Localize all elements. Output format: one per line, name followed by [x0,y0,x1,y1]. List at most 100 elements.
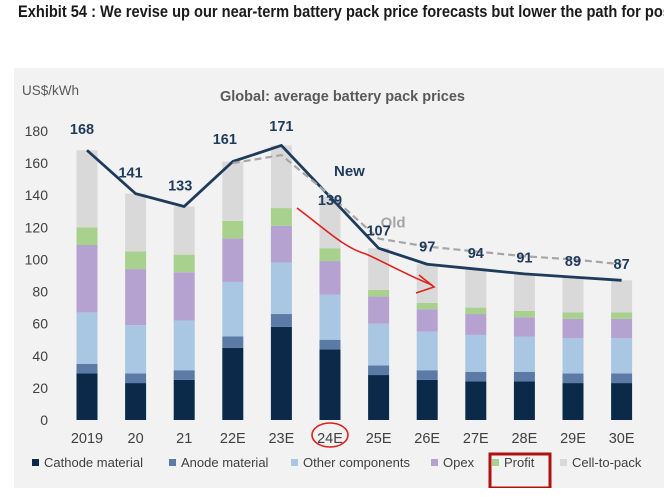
bar-segment-opex [368,296,390,324]
red-arrow-head [415,274,436,294]
legend-label: Opex [443,455,475,470]
chart-panel: US$/kWh Global: average battery pack pri… [14,68,664,488]
data-label: 161 [213,132,237,148]
bar-segment-other-components [319,294,341,340]
bar-segment-cathode-material [76,373,98,420]
bar-segment-profit [416,302,438,310]
y-tick-label: 80 [32,284,48,300]
legend-label: Other components [303,455,410,470]
bar-segment-profit [611,312,633,319]
bar-segment-other-components [125,325,147,374]
chart-title: Global: average battery pack prices [220,89,465,105]
bar-segment-other-components [76,312,98,364]
bar-segment-anode-material [125,373,147,384]
line-new [86,144,622,282]
legend-swatch [169,459,176,466]
bar-segment-opex [173,272,195,321]
source-strip [18,488,664,497]
handwritten-markup [296,207,552,488]
legend-label: Cathode material [44,455,143,470]
x-tick-label: 24E [317,431,343,447]
bar-segment-other-components [222,281,244,337]
y-tick-label: 100 [25,251,49,267]
bar-segment-anode-material [465,371,487,382]
data-label: 87 [614,257,630,273]
legend: Cathode material Anode material Other comp… [32,455,642,470]
bar-segment-other-components [562,338,584,374]
bar-segment-profit [222,220,244,239]
bar-segment-cathode-material [416,379,438,420]
bar-segment-anode-material [513,371,535,382]
data-label: 139 [318,193,342,209]
bar-segment-profit [562,312,584,319]
x-tick-label: 2019 [71,431,103,447]
bar-segment-cell-to-pack [125,193,147,252]
bar-segment-cathode-material [173,379,195,420]
bar-segment-opex [513,317,535,337]
bar-segment-cell-to-pack [270,145,292,209]
y-tick-label: 20 [32,380,48,396]
bar-segment-anode-material [173,370,195,380]
x-tick-label: 23E [268,431,294,447]
bar-segment-opex [611,318,633,339]
y-axis: 0 20 40 60 80 100 120 140 160 180 [25,123,49,428]
bar-segment-opex [319,261,341,295]
data-label: 107 [366,223,390,239]
bar-segment-cathode-material [513,381,535,420]
bar-segment-profit [368,289,390,297]
bar-segment-anode-material [368,365,390,376]
data-label: 168 [70,122,94,138]
bar-segment-cell-to-pack [513,273,535,311]
bar-segment-cathode-material [611,383,633,420]
legend-swatch [32,459,39,466]
x-tick-label: 27E [463,431,489,447]
legend-label: Anode material [181,455,269,470]
x-tick-label: 25E [366,431,392,447]
data-label: 91 [516,251,532,267]
bar-segment-cell-to-pack [465,269,487,308]
stacked-bars [76,145,633,420]
bar-segment-anode-material [76,363,98,374]
data-label: 133 [168,178,192,194]
bar-segment-cell-to-pack [222,161,244,221]
data-label: 89 [565,254,581,270]
bar-segment-cathode-material [368,375,390,420]
bar-segment-cathode-material [465,381,487,420]
y-tick-label: 0 [40,412,48,428]
annotation-old: Old [381,214,406,231]
x-tick-label: 20 [128,431,144,447]
red-arrow-stroke-1 [296,207,367,255]
exhibit-headline: Exhibit 54 : We revise up our near-term … [18,2,664,21]
annotation-new: New [334,163,365,180]
x-tick-label: 28E [511,431,537,447]
bar-segment-profit [173,254,195,273]
bar-segment-other-components [368,323,390,366]
x-axis: 2019 20 21 22E 23E 24E 25E 26E 27E 28E 29E 30E [71,431,635,447]
y-tick-label: 60 [32,316,48,332]
bar-segment-anode-material [319,339,341,350]
legend-swatch [291,459,298,466]
legend-label: Profit [504,455,535,470]
bar-segment-opex [562,318,584,339]
bar-segment-cell-to-pack [173,206,195,255]
bar-segment-opex [465,314,487,335]
x-tick-label: 21 [176,431,192,447]
bar-segment-cell-to-pack [319,196,341,249]
data-label: 141 [118,166,142,182]
bar-segment-opex [76,244,98,313]
legend-label: Cell-to-pack [572,455,642,470]
data-labels: 168 141 133 161 171 139 107 97 94 91 89 87 [70,119,630,273]
bar-segment-anode-material [416,370,438,380]
bar-segment-other-components [513,336,535,372]
bar-segment-opex [222,238,244,282]
bar-segment-cathode-material [270,326,292,420]
bar-segment-anode-material [270,314,292,327]
x-tick-label: 30E [609,431,635,447]
bar-segment-cathode-material [125,383,147,420]
bar-segment-cathode-material [319,349,341,420]
red-circle-mark [311,422,349,448]
y-tick-label: 140 [25,187,49,203]
bar-segment-other-components [611,338,633,374]
bar-segment-profit [76,227,98,245]
y-tick-label: 120 [25,219,49,235]
